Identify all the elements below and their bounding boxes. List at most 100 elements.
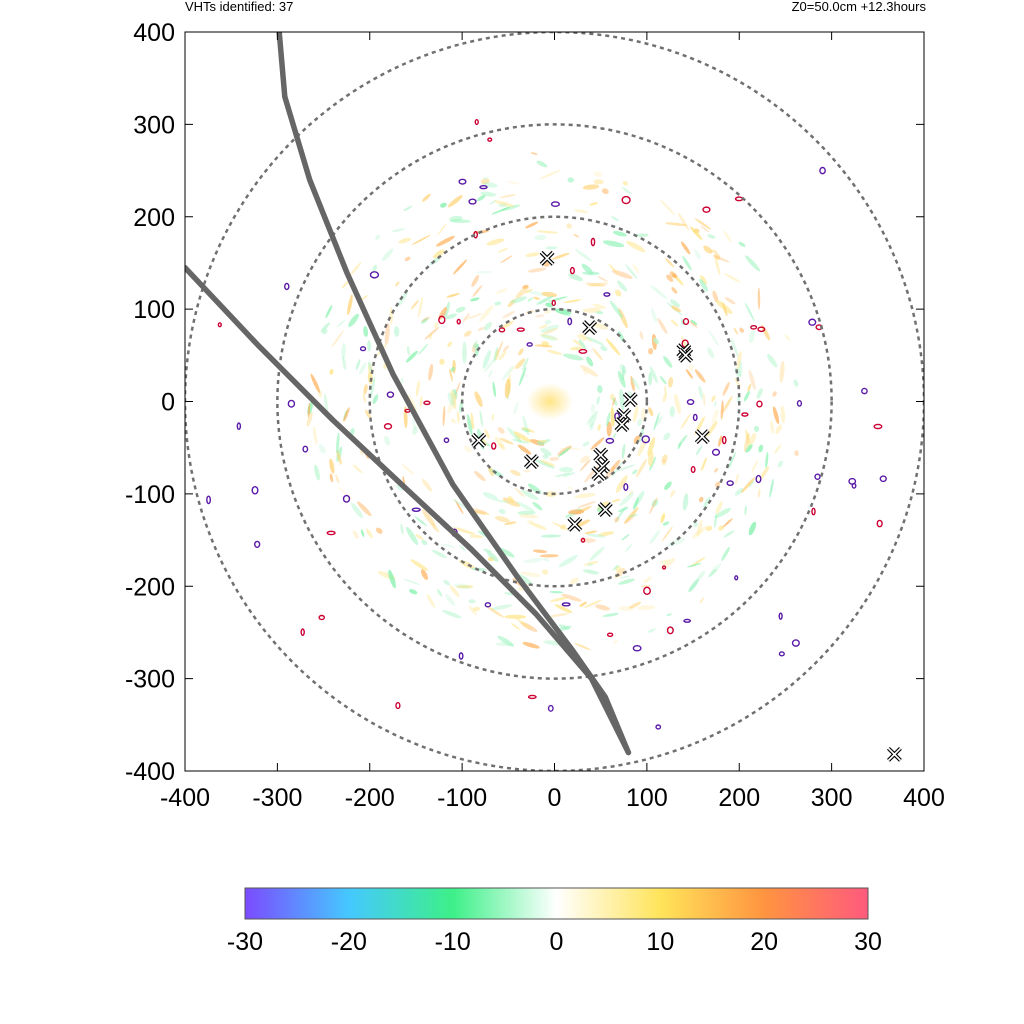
vorticity-streak <box>515 285 530 299</box>
vorticity-streak <box>622 186 632 195</box>
vorticity-streak <box>757 488 761 499</box>
vorticity-streak <box>534 234 547 241</box>
vorticity-streak <box>350 428 355 435</box>
vorticity-streak <box>660 513 666 524</box>
vorticity-streak <box>671 305 681 313</box>
vorticity-streak <box>629 601 642 609</box>
vorticity-streak <box>690 226 703 240</box>
vorticity-streak <box>650 285 668 299</box>
vorticity-streak <box>568 509 585 515</box>
vorticity-streak <box>321 328 328 335</box>
vorticity-streak <box>429 332 432 340</box>
vorticity-streak <box>497 427 505 434</box>
vorticity-contour <box>643 586 651 595</box>
vht-marker <box>678 347 694 363</box>
vorticity-streak <box>612 231 627 237</box>
vorticity-streak <box>541 291 558 298</box>
vorticity-streak <box>558 555 578 568</box>
vorticity-streak <box>472 606 481 612</box>
vorticity-contour <box>621 195 631 205</box>
vorticity-streak <box>520 621 538 633</box>
vorticity-streak <box>744 302 755 322</box>
vorticity-contour <box>879 475 887 483</box>
vorticity-contour <box>498 327 506 333</box>
vorticity-streak <box>499 194 517 199</box>
vorticity-streak <box>454 499 464 515</box>
vorticity-streak <box>482 350 491 369</box>
vorticity-streak <box>335 474 340 484</box>
vorticity-streak <box>488 370 493 378</box>
vorticity-streak <box>562 353 584 361</box>
vorticity-streak <box>665 257 675 268</box>
vorticity-streak <box>329 368 334 375</box>
vorticity-streak <box>329 458 335 474</box>
vorticity-contour <box>605 437 615 444</box>
vorticity-streak <box>437 223 447 236</box>
vorticity-streak <box>759 466 770 481</box>
vorticity-streak <box>494 499 510 503</box>
y-tick-label: 400 <box>133 19 175 47</box>
vorticity-streak <box>442 405 446 427</box>
vorticity-streak <box>440 202 447 208</box>
vorticity-streak <box>570 346 583 351</box>
vorticity-contour <box>302 445 309 453</box>
vorticity-streak <box>631 377 640 390</box>
vorticity-streak <box>590 403 596 414</box>
vorticity-streak <box>616 464 636 472</box>
vorticity-contour <box>468 198 477 205</box>
vorticity-streak <box>582 569 599 575</box>
vorticity-streak <box>453 527 476 535</box>
vorticity-contour <box>474 118 479 126</box>
vorticity-streak <box>573 642 591 651</box>
vorticity-streak <box>462 341 467 364</box>
vorticity-streak <box>437 589 443 597</box>
vorticity-streak <box>451 418 456 424</box>
vorticity-streak <box>700 225 710 233</box>
vorticity-contour <box>284 282 290 291</box>
vorticity-streak <box>450 390 457 410</box>
vorticity-streak <box>336 319 346 328</box>
vorticity-streak <box>582 307 602 313</box>
vorticity-streak <box>554 472 571 478</box>
vorticity-streak <box>602 612 619 617</box>
vorticity-streak <box>708 568 718 578</box>
vorticity-streak <box>359 362 367 375</box>
vorticity-streak <box>793 379 799 387</box>
vorticity-streak <box>600 345 608 352</box>
vorticity-streak <box>507 181 521 185</box>
vorticity-streak <box>504 521 517 525</box>
vorticity-streak <box>538 439 548 443</box>
vorticity-streak <box>567 486 574 490</box>
vht-marker <box>593 447 609 463</box>
vorticity-streak <box>452 259 468 275</box>
vht-count-label: VHTs identified: 37 <box>185 0 294 14</box>
vorticity-streak <box>647 437 656 456</box>
vorticity-streak <box>536 230 559 234</box>
vorticity-contour <box>655 724 662 730</box>
vht-marker <box>471 432 487 448</box>
vht-marker <box>887 746 902 762</box>
vorticity-streak <box>661 454 668 463</box>
vorticity-streak <box>515 358 526 370</box>
vorticity-streak <box>536 295 554 305</box>
vorticity-streak <box>384 323 390 345</box>
vorticity-streak <box>622 365 625 381</box>
vorticity-contour <box>603 292 611 297</box>
vorticity-streak <box>532 501 543 511</box>
vorticity-streak <box>669 271 676 278</box>
vorticity-streak <box>475 270 493 274</box>
vorticity-streak <box>678 212 690 231</box>
vht-marker <box>597 502 613 517</box>
vorticity-streak <box>508 496 515 503</box>
vorticity-streak <box>666 613 672 617</box>
vorticity-streak <box>428 363 434 381</box>
vorticity-streak <box>466 414 473 435</box>
vorticity-streak <box>419 395 423 408</box>
vorticity-streak <box>388 569 396 589</box>
vorticity-contour <box>342 494 351 503</box>
vorticity-contour <box>666 626 674 635</box>
vorticity-streak <box>589 410 598 428</box>
vorticity-streak <box>630 375 635 392</box>
vorticity-streak <box>648 348 654 355</box>
vorticity-streak <box>482 176 489 180</box>
